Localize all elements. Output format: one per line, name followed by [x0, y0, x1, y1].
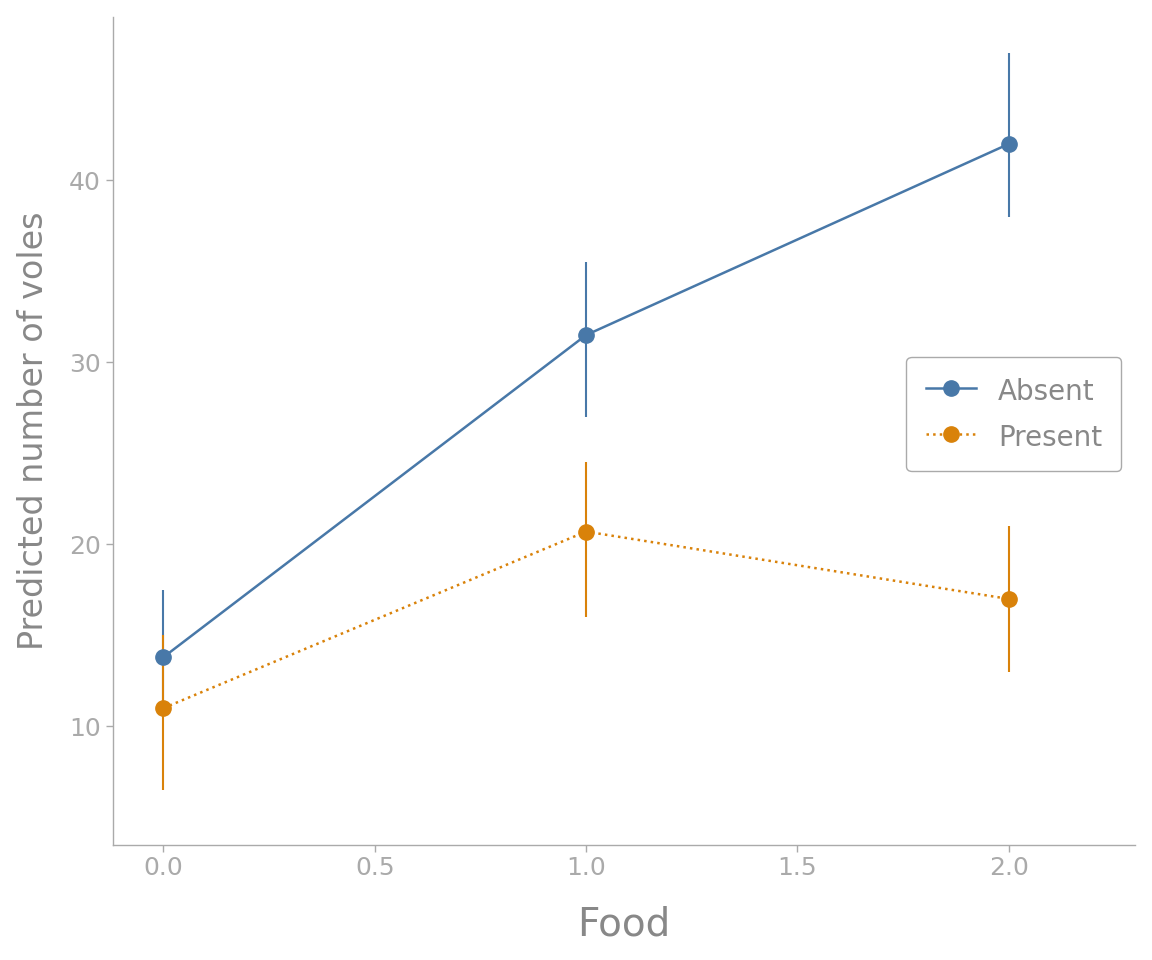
Point: [577, 524, 596, 540]
Point: [154, 701, 173, 716]
Point: [999, 591, 1017, 607]
Legend: Absent, Present: Absent, Present: [907, 357, 1121, 471]
Point: [999, 136, 1017, 152]
X-axis label: Food: Food: [577, 905, 670, 944]
Point: [577, 327, 596, 343]
Point: [154, 650, 173, 665]
Y-axis label: Predicted number of voles: Predicted number of voles: [16, 211, 50, 650]
